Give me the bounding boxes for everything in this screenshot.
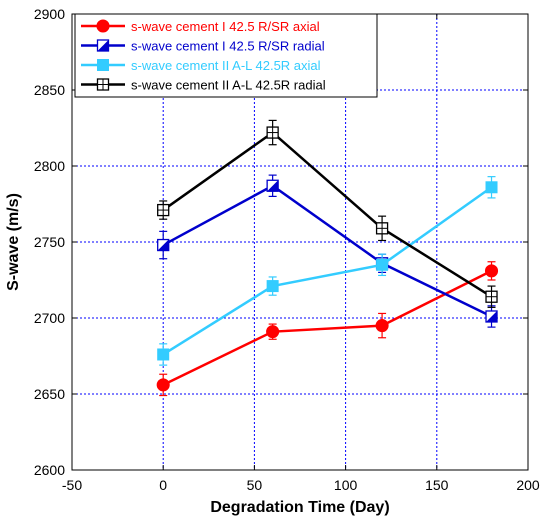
data-point-fill xyxy=(486,310,498,322)
data-point xyxy=(97,59,109,71)
data-point xyxy=(376,258,389,271)
data-point-fill xyxy=(97,40,109,51)
y-tick-label: 2900 xyxy=(34,6,65,22)
legend-item: s-wave cement II A-L 42.5R radial xyxy=(81,78,326,93)
legend: s-wave cement I 42.5 R/SR axial s-wave ce… xyxy=(74,13,378,98)
series-line xyxy=(162,184,493,318)
x-tick-label: 0 xyxy=(159,477,167,493)
x-axis-title: Degradation Time (Day) xyxy=(210,499,389,516)
axis-ticks: -50 0 50 100 150 200 2600 2650 2700 2750 2800 2850 2… xyxy=(34,6,540,493)
data-point-fill xyxy=(157,239,169,251)
legend-item: s-wave cement I 42.5 R/SR radial xyxy=(81,39,325,54)
legend-item: s-wave cement I 42.5 R/SR axial xyxy=(81,19,320,34)
data-point xyxy=(484,264,499,278)
data-point xyxy=(375,319,389,333)
legend-label: s-wave cement II A-L 42.5R axial xyxy=(131,58,321,73)
series-line xyxy=(162,269,493,387)
series-line xyxy=(162,186,493,356)
y-tick-label: 2700 xyxy=(34,310,65,326)
series-layer xyxy=(156,119,499,397)
series-line xyxy=(162,130,493,298)
x-tick-label: 150 xyxy=(425,477,449,493)
series-1 xyxy=(156,261,499,397)
x-tick-label: 50 xyxy=(247,477,263,493)
x-tick-label: 100 xyxy=(334,477,358,493)
legend-item: s-wave cement II A-L 42.5R axial xyxy=(81,58,321,73)
series-3 xyxy=(157,176,498,366)
data-point xyxy=(156,378,170,392)
legend-label: s-wave cement II A-L 42.5R radial xyxy=(131,78,326,93)
data-point xyxy=(266,325,280,339)
y-tick-label: 2850 xyxy=(34,82,65,98)
x-tick-label: 200 xyxy=(516,477,540,493)
data-point xyxy=(157,348,170,361)
y-tick-label: 2600 xyxy=(34,462,65,478)
series-4 xyxy=(157,119,498,308)
data-point xyxy=(485,181,498,194)
legend-label: s-wave cement I 42.5 R/SR radial xyxy=(131,39,325,54)
legend-label: s-wave cement I 42.5 R/SR axial xyxy=(131,19,320,34)
y-axis-title: S-wave (m/s) xyxy=(5,193,22,291)
data-point xyxy=(266,280,279,293)
legend-box xyxy=(74,13,378,98)
y-tick-label: 2650 xyxy=(34,386,65,402)
y-tick-label: 2750 xyxy=(34,234,65,250)
data-point xyxy=(96,19,110,33)
data-point-fill xyxy=(267,180,279,192)
y-tick-label: 2800 xyxy=(34,158,65,174)
x-tick-label: -50 xyxy=(62,477,82,493)
